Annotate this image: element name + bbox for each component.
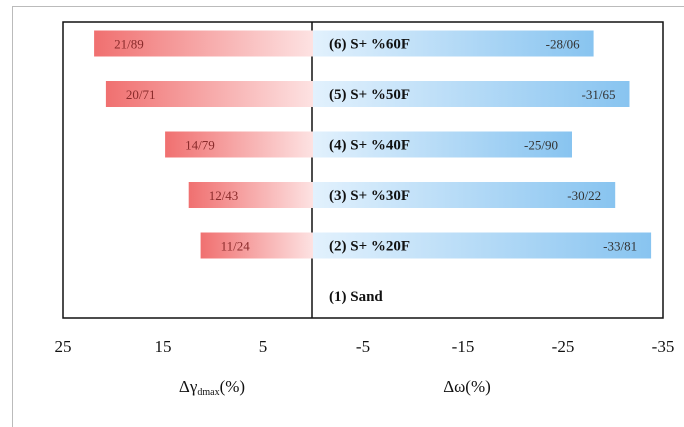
left-axis-title: Δγdmax(%) bbox=[179, 377, 245, 398]
x-tick-label-6: -35 bbox=[652, 337, 675, 356]
chart-marks: (1) Sand 11/24 -33/81 (2) S+ %20F 12/43 -30/2… bbox=[94, 30, 652, 305]
right-bar-label-4: -31/65 bbox=[582, 87, 616, 102]
x-tick-label-3: -5 bbox=[356, 337, 370, 356]
chart-svg: (1) Sand 11/24 -33/81 (2) S+ %20F 12/43 -30/2… bbox=[55, 21, 675, 398]
left-bar-label-2: 12/43 bbox=[209, 188, 239, 203]
left-bar-5 bbox=[94, 30, 313, 57]
right-bar-3 bbox=[313, 131, 572, 158]
left-bar-label-4: 20/71 bbox=[126, 87, 156, 102]
chart-canvas: (1) Sand 11/24 -33/81 (2) S+ %20F 12/43 -30/2… bbox=[12, 6, 684, 427]
x-axis-ticks: 25 15 5 -5 -15 -25 -35 bbox=[55, 337, 675, 356]
x-tick-label-5: -25 bbox=[552, 337, 575, 356]
right-bar-4 bbox=[313, 81, 630, 107]
x-tick-label-4: -15 bbox=[452, 337, 475, 356]
category-label-4: (5) S+ %50F bbox=[329, 87, 410, 103]
right-bar-label-3: -25/90 bbox=[524, 138, 558, 153]
category-label-5: (6) S+ %60F bbox=[329, 37, 410, 53]
left-bar-label-5: 21/89 bbox=[114, 37, 144, 52]
right-axis-title: Δω(%) bbox=[443, 377, 491, 396]
x-tick-label-2: 5 bbox=[259, 337, 268, 356]
x-tick-label-0: 25 bbox=[55, 337, 72, 356]
right-bar-2 bbox=[313, 182, 616, 208]
right-bar-5 bbox=[313, 30, 594, 57]
left-bar-3 bbox=[165, 131, 313, 158]
left-axis-title-subscript: dmax bbox=[197, 387, 219, 398]
category-label-3: (4) S+ %40F bbox=[329, 138, 410, 154]
right-bar-1 bbox=[313, 232, 652, 259]
x-tick-label-1: 15 bbox=[155, 337, 172, 356]
left-bar-2 bbox=[188, 182, 313, 208]
right-bar-label-2: -30/22 bbox=[567, 188, 601, 203]
category-label-0: (1) Sand bbox=[329, 289, 383, 305]
left-axis-title-main: Δγ bbox=[179, 377, 198, 396]
outer-frame bbox=[12, 6, 684, 427]
left-bar-4 bbox=[105, 81, 314, 107]
left-bar-label-1: 11/24 bbox=[221, 239, 251, 254]
left-bar-label-3: 14/79 bbox=[185, 138, 215, 153]
category-label-2: (3) S+ %30F bbox=[329, 188, 410, 204]
category-label-1: (2) S+ %20F bbox=[329, 239, 410, 255]
right-bar-label-5: -28/06 bbox=[546, 37, 580, 52]
left-axis-title-suffix: (%) bbox=[220, 377, 245, 396]
right-bar-label-1: -33/81 bbox=[603, 239, 637, 254]
plot-frame bbox=[62, 21, 664, 319]
left-bar-1 bbox=[200, 232, 313, 259]
